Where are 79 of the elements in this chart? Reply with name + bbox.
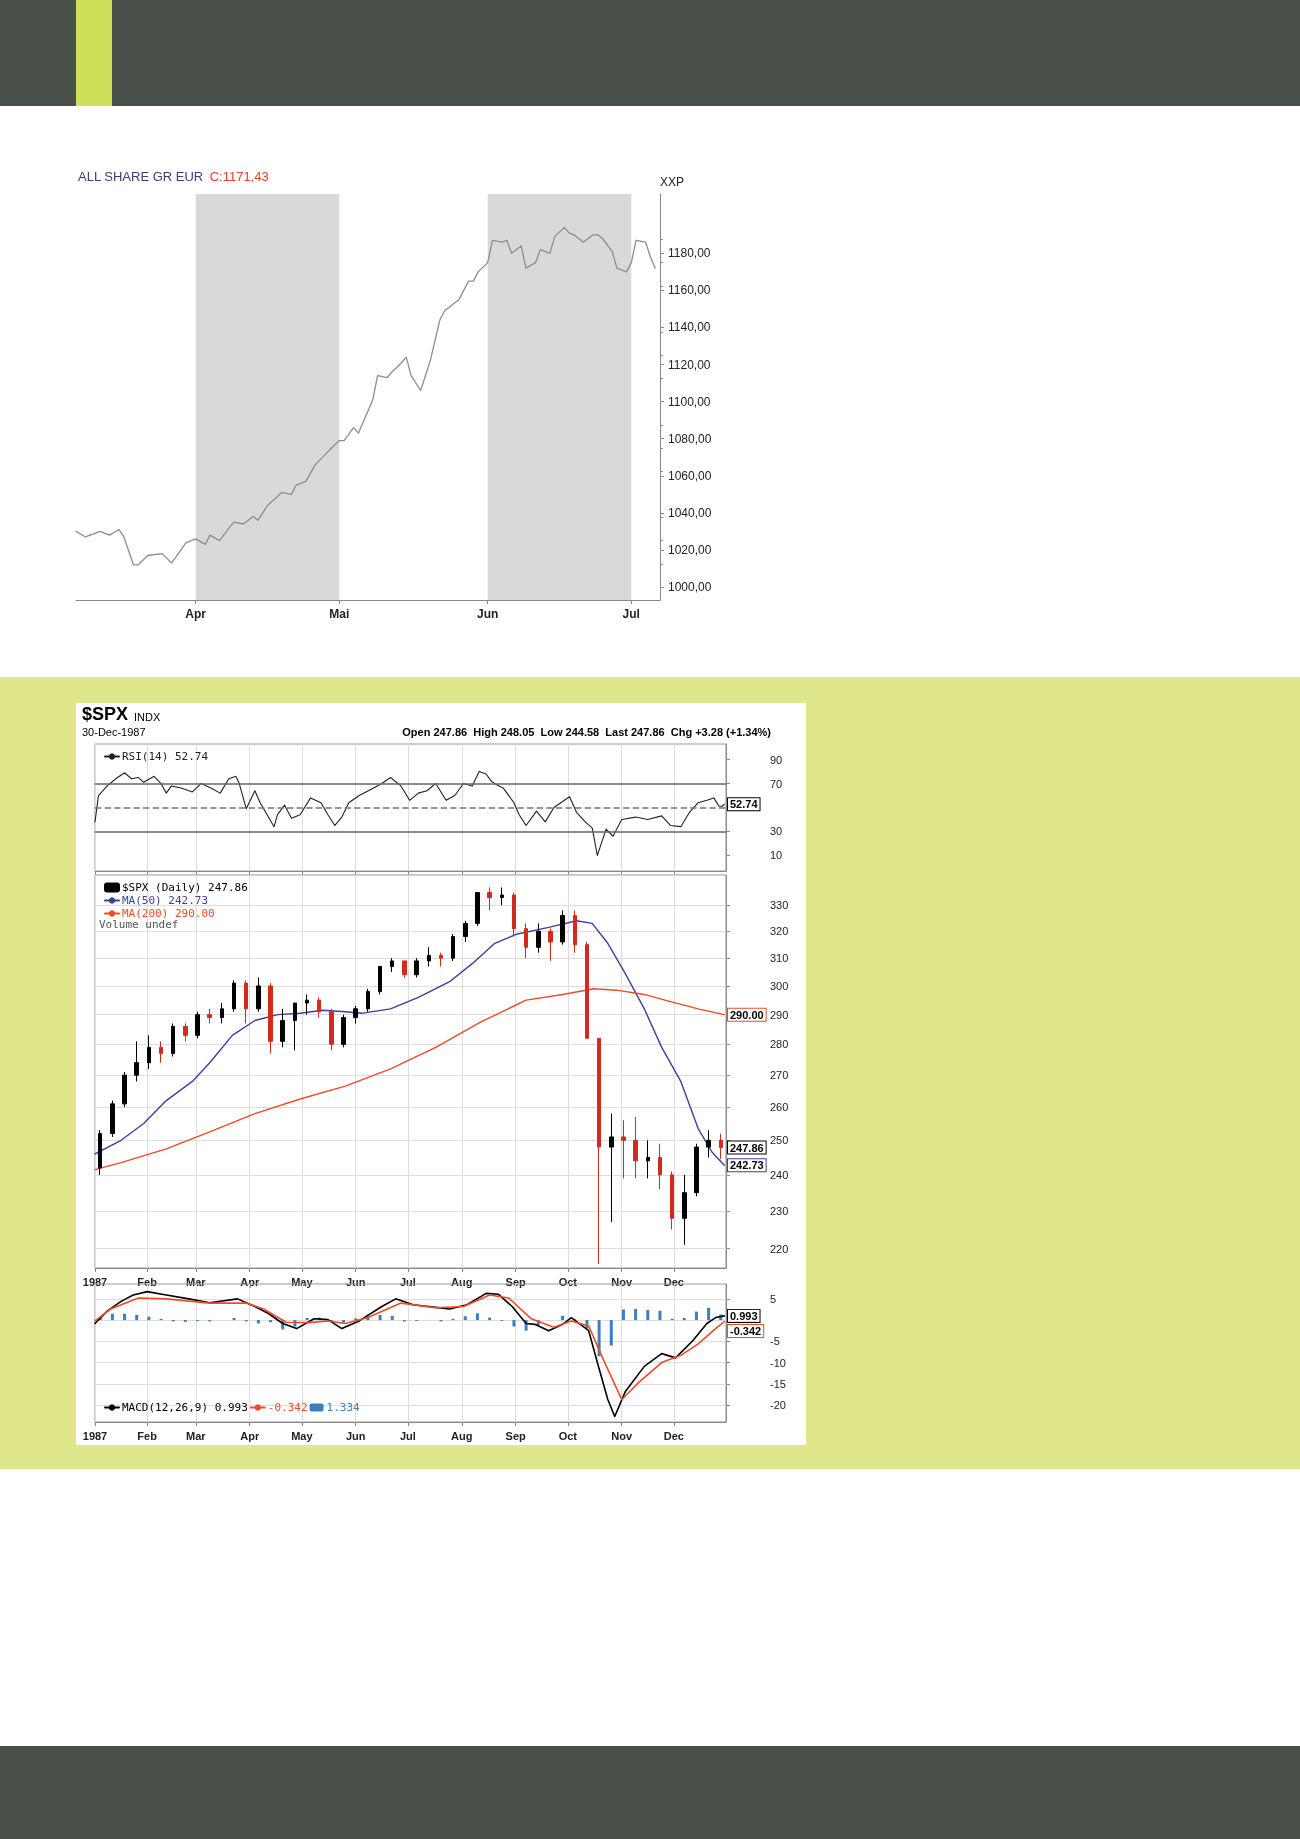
x-tick-label: 1987 bbox=[82, 1429, 108, 1442]
x-tick-label: Dec bbox=[663, 1275, 684, 1288]
x-tick-label: Jun bbox=[477, 607, 499, 621]
y-tick-label: -20 bbox=[770, 1399, 786, 1412]
y-tick-label: 260 bbox=[770, 1101, 789, 1114]
x-tick-label: Oct bbox=[558, 1429, 578, 1442]
annotation: 242.73 bbox=[730, 1159, 764, 1172]
x-tick-label: Jul bbox=[399, 1429, 416, 1442]
x-tick-label: Apr bbox=[185, 607, 207, 621]
x-tick-label: Nov bbox=[611, 1429, 633, 1442]
annotation: 247.86 bbox=[730, 1141, 764, 1154]
y-tick-label: 270 bbox=[770, 1069, 789, 1082]
y-tick-label: 240 bbox=[770, 1168, 789, 1181]
x-tick-label: Aug bbox=[451, 1275, 473, 1288]
y-axis-title: XXP bbox=[660, 175, 685, 189]
x-tick-label: 1987 bbox=[82, 1275, 108, 1288]
x-tick-label: Sep bbox=[505, 1429, 527, 1442]
legend-label: MA(50) 242.73 bbox=[122, 894, 209, 907]
x-tick-label: May bbox=[291, 1275, 314, 1288]
x-tick-label: Mar bbox=[186, 1275, 207, 1288]
x-tick-label: Feb bbox=[137, 1429, 158, 1442]
y-tick-label: -10 bbox=[770, 1356, 786, 1369]
annotation: -0.342 bbox=[730, 1324, 762, 1337]
x-tick-label: Mar bbox=[186, 1429, 207, 1442]
y-tick-label: 30 bbox=[770, 825, 783, 838]
y-tick-label: 90 bbox=[770, 753, 783, 766]
x-tick-label: Aug bbox=[451, 1429, 473, 1442]
y-tick-label: 1020,00 bbox=[668, 542, 712, 557]
text: INDX bbox=[134, 710, 161, 723]
legend-label: $SPX (Daily) 247.86 bbox=[122, 881, 248, 894]
x-tick-label: Jul bbox=[622, 607, 640, 621]
y-tick-label: 280 bbox=[770, 1038, 789, 1051]
y-tick-label: 1060,00 bbox=[668, 468, 712, 483]
chart-subtitle: 30-Dec-1987 bbox=[82, 725, 146, 738]
x-tick-label: Dec bbox=[663, 1429, 684, 1442]
y-tick-label: 1100,00 bbox=[668, 394, 711, 409]
text: Open 247.86 High 248.05 Low 244.58 Last 247.86 Chg +3.28 (+1.34%) bbox=[402, 725, 772, 738]
x-tick-label: Jun bbox=[345, 1429, 366, 1442]
x-tick-label: Jun bbox=[345, 1275, 366, 1288]
x-tick-label: Apr bbox=[240, 1429, 260, 1442]
x-tick-label: Mai bbox=[329, 607, 350, 621]
x-tick-label: Sep bbox=[505, 1275, 527, 1288]
chart-title: ALL SHARE GR EUR bbox=[78, 169, 204, 184]
x-tick-label: Jul bbox=[399, 1275, 416, 1288]
legend-label: RSI(14) 52.74 bbox=[122, 750, 209, 763]
y-tick-label: 230 bbox=[770, 1204, 789, 1217]
y-tick-label: 1160,00 bbox=[668, 283, 711, 298]
y-tick-label: 10 bbox=[770, 849, 783, 862]
y-tick-label: 250 bbox=[770, 1134, 789, 1147]
y-tick-label: 70 bbox=[770, 777, 783, 790]
y-tick-label: 290 bbox=[770, 1008, 789, 1021]
y-tick-label: 300 bbox=[770, 979, 789, 992]
y-tick-label: -5 bbox=[770, 1335, 780, 1348]
y-tick-label: 1120,00 bbox=[668, 357, 711, 372]
y-tick-label: 1140,00 bbox=[668, 320, 711, 335]
x-tick-label: Feb bbox=[137, 1275, 158, 1288]
legend-label: 1.334 bbox=[326, 1401, 361, 1414]
annotation: Volume undef bbox=[99, 918, 179, 931]
annotation: 52.74 bbox=[730, 798, 759, 811]
legend-label: -0.342 bbox=[267, 1401, 308, 1414]
y-tick-label: 1180,00 bbox=[668, 246, 711, 261]
y-tick-label: 320 bbox=[770, 925, 789, 938]
annotation: 0.993 bbox=[730, 1309, 758, 1322]
y-tick-label: 1080,00 bbox=[668, 431, 712, 446]
y-tick-label: 1000,00 bbox=[668, 580, 712, 595]
text: C:1171,43 bbox=[209, 169, 269, 184]
y-tick-label: 310 bbox=[770, 952, 789, 965]
x-tick-label: Nov bbox=[611, 1275, 633, 1288]
legend-label: MA(200) 290.00 bbox=[122, 907, 215, 920]
legend-label: MACD(12,26,9) 0.993 bbox=[122, 1401, 248, 1414]
y-tick-label: -15 bbox=[770, 1377, 786, 1390]
chart-title: $SPX bbox=[82, 704, 129, 724]
y-tick-label: 1040,00 bbox=[668, 505, 712, 520]
y-tick-label: 5 bbox=[770, 1292, 777, 1305]
x-tick-label: Oct bbox=[558, 1275, 578, 1288]
y-tick-label: 330 bbox=[770, 899, 789, 912]
y-tick-label: 220 bbox=[770, 1242, 789, 1255]
annotation: 290.00 bbox=[730, 1008, 764, 1021]
x-tick-label: May bbox=[291, 1429, 314, 1442]
